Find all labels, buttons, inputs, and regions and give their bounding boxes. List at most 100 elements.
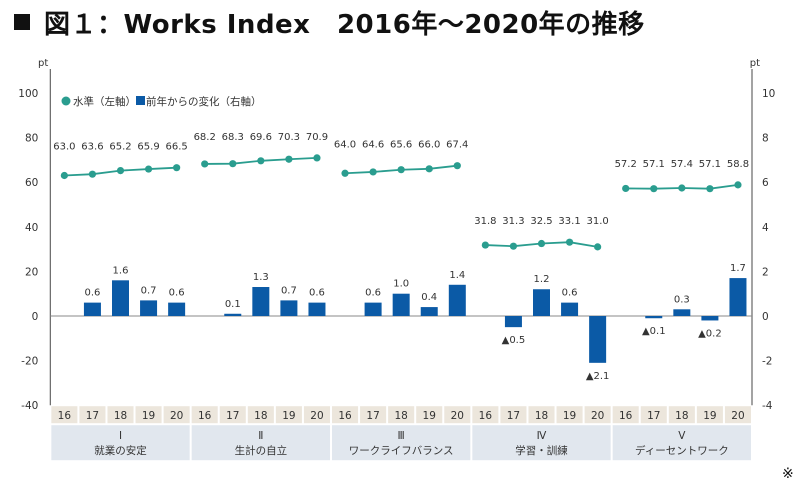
level-data-label: 57.1 [643,159,665,170]
category-cell [191,425,330,461]
category-name: ディーセントワーク [635,444,729,457]
year-cell [584,406,611,424]
change-data-label: 0.6 [365,288,381,299]
change-bar [729,278,747,316]
level-data-label: 57.2 [615,159,637,170]
legend-circle-icon [61,96,71,106]
year-cell [219,406,246,424]
year-cell [696,406,723,424]
change-bar [645,316,663,319]
level-data-label: 57.4 [671,159,693,170]
level-point [565,238,574,246]
year-label: 18 [394,410,407,422]
category-numeral: Ⅲ [398,430,405,442]
category-numeral: Ⅰ [119,430,122,442]
level-data-label: 63.0 [53,142,75,153]
year-label: 17 [507,410,520,422]
year-cell [51,406,78,424]
level-point [706,185,714,193]
year-cell [275,406,302,424]
year-cell [332,406,359,424]
category-numeral: Ⅴ [678,430,686,442]
legend-square-icon [136,96,145,105]
year-label: 20 [310,410,323,422]
category-numeral: Ⅱ [258,430,263,442]
right-axis-tick-label: 0 [762,311,769,323]
level-data-label: 70.3 [278,132,300,143]
category-cell [51,425,190,461]
year-cell [612,406,639,424]
category-name: ワークライフバランス [349,445,454,457]
year-cell [247,406,274,424]
level-data-label: 65.6 [390,140,412,151]
level-data-label: 68.2 [194,132,216,143]
level-data-label: 67.4 [446,140,468,151]
right-axis-tick-label: 2 [762,266,769,278]
level-data-label: 63.6 [81,142,103,153]
change-bar [83,302,101,316]
level-data-label: 65.9 [137,142,159,153]
year-cell [135,406,162,424]
left-axis-tick-label: 40 [25,222,38,234]
level-point [313,154,321,162]
left-axis-tick-label: 0 [32,311,39,323]
level-point [285,155,293,163]
change-data-label: 1.2 [534,274,550,285]
category-cell [472,425,611,461]
level-data-label: 70.9 [306,132,328,143]
level-data-label: 31.3 [502,216,524,227]
level-lines: 63.0 63.6 65.2 65.9 66.5 68.2 68.3 69.6 70.3 70.9… [53,132,749,251]
year-cell [191,406,218,424]
level-data-label: 57.1 [699,159,721,170]
year-cell [668,406,695,424]
level-data-label: 31.8 [474,216,496,227]
change-bar [420,307,438,316]
legend-label-change: 前年からの変化（右軸） [146,95,262,108]
change-data-label: 0.6 [84,288,100,299]
year-label: 16 [619,410,633,422]
right-axis-tick-label: 6 [762,177,769,189]
year-label: 18 [535,410,548,422]
year-label: 19 [282,410,295,422]
level-data-label: 66.5 [166,142,188,153]
level-point [594,243,602,251]
level-data-label: 64.6 [362,140,384,151]
right-axis-tick-label: 10 [762,88,775,100]
year-label: 17 [366,410,379,422]
level-data-label: 66.0 [418,140,440,151]
left-axis-tick-label: -20 [21,356,38,368]
level-data-label: 65.2 [109,142,131,153]
year-label: 17 [226,410,239,422]
left-axis-tick-label: 60 [25,177,38,189]
change-data-label: 0.6 [309,288,325,299]
level-data-label: 31.0 [587,216,609,227]
change-bar [112,280,129,316]
year-cell [640,406,667,424]
year-cell [416,406,443,424]
category-strips: 16 17 18 19 20 Ⅰ 就業の安定 16 17 18 19 20 Ⅱ 生計の自立 16 17 18 19… [51,406,751,461]
change-bar [168,302,186,316]
year-cell [360,406,387,424]
level-point [341,169,349,177]
year-label: 20 [451,410,464,422]
year-cell [303,406,330,424]
year-label: 19 [142,410,155,422]
right-axis-tick-label: 4 [762,222,769,234]
year-cell [388,406,415,424]
level-point [88,170,97,178]
left-axis-tick-label: -40 [21,400,38,412]
year-label: 16 [58,410,72,422]
change-data-label: 0.4 [421,292,437,303]
left-axis-unit: pt [38,58,48,69]
right-axis-unit: pt [750,58,760,69]
level-point [481,241,489,249]
level-point [369,168,377,176]
change-bar [224,313,242,316]
change-data-label: 0.6 [562,288,578,299]
change-bar [280,300,298,316]
level-point [116,167,125,175]
change-bar [448,284,466,316]
level-point [201,160,209,168]
level-point [734,181,742,189]
